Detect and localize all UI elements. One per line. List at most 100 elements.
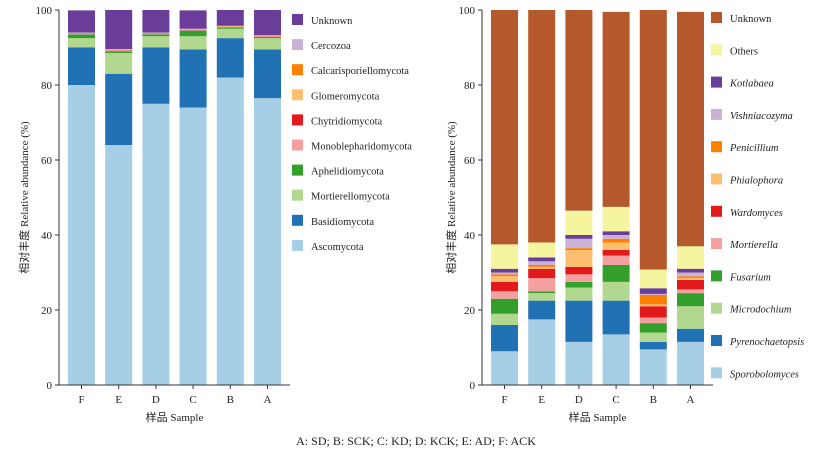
bar-segment-E-mortierella	[528, 278, 556, 292]
bar-segment-F-fusarium	[491, 298, 518, 314]
bar-segment-E-monoblepharidomycota	[105, 50, 133, 52]
bar-segment-A-mortierella	[677, 289, 704, 294]
bar-segment-A-unknown	[254, 10, 281, 36]
legend-swatch	[711, 367, 722, 379]
bar-segment-A-ascomycota	[254, 98, 281, 385]
legend-label: Ascomycota	[311, 242, 364, 253]
bar-segment-B-mortierella	[639, 317, 667, 324]
chart-genus: F E D C B A 0 20 40 60 80 100 样品 Sample 相对丰度 Relative…	[444, 5, 804, 424]
bar-segment-D-wardomyces	[565, 266, 593, 275]
bar-segment-F-sporobolomyces	[491, 351, 518, 385]
legend-label: Others	[730, 46, 758, 57]
bar-segment-C-basidiomycota	[179, 49, 207, 108]
bar-segment-C-unknown	[602, 11, 630, 207]
y-tick-label: 0	[470, 380, 476, 392]
bar-segment-F-unknown	[491, 10, 518, 245]
y-tick-label: 60	[464, 155, 476, 167]
legend-swatch	[711, 335, 722, 346]
legend-label: Pyrenochaetopsis	[729, 337, 804, 348]
bar-segment-E-basidiomycota	[105, 73, 133, 145]
bar-segment-D-others	[565, 210, 593, 235]
legend-label: Unknown	[730, 14, 772, 25]
legend-label: Basidiomycota	[311, 217, 374, 228]
bar-segment-E-penicillium	[528, 265, 556, 267]
legend-swatch	[292, 114, 303, 126]
bar-segment-D-penicillium	[565, 248, 593, 250]
y-tick-label: 80	[464, 80, 476, 92]
bar-segment-E-kotlabaea	[528, 257, 556, 262]
bar-segment-D-ascomycota	[142, 103, 170, 385]
bar-segment-E-mortierellomycota	[105, 53, 133, 74]
bar-segment-C-mortierella	[602, 255, 630, 265]
bar-segment-B-microdochium	[639, 332, 667, 342]
bar-segment-F-microdochium	[491, 313, 518, 325]
bar-segment-C-unknown	[179, 10, 207, 29]
bar-segment-F-vishniacozyma	[491, 272, 518, 275]
legend-swatch	[292, 214, 303, 226]
legend-label: Chytridiomycota	[311, 116, 382, 127]
legend-swatch	[711, 270, 722, 282]
bar-segment-F-penicillium	[491, 274, 518, 277]
bar-segment-F-kotlabaea	[491, 268, 518, 273]
bar-segment-B-phialophora	[639, 304, 667, 307]
bar-segment-F-aphelidiomycota	[68, 34, 95, 39]
bar-segment-D-aphelidiomycota	[142, 34, 170, 37]
legend-label: Penicillium	[729, 143, 779, 154]
x-tick-label: C	[612, 394, 619, 406]
bar-segment-A-wardomyces	[677, 280, 704, 290]
bar-segment-E-unknown	[105, 10, 133, 49]
legend-swatch	[292, 189, 303, 201]
x-tick-label: B	[227, 394, 234, 406]
bar-segment-E-phialophora	[528, 266, 556, 269]
y-tick-label: 80	[41, 80, 53, 92]
bar-segment-B-sporobolomyces	[639, 349, 667, 385]
bar-segment-A-penicillium	[677, 276, 704, 279]
bar-segment-F-ascomycota	[68, 85, 95, 385]
bar-segment-E-sporobolomyces	[528, 319, 556, 385]
bar-segment-C-phialophora	[602, 242, 630, 250]
x-tick-label: C	[189, 394, 196, 406]
bar-segment-B-pyrenochaetopsis	[639, 341, 667, 350]
legend-label: Unknown	[311, 16, 353, 27]
bar-segment-D-mortierellomycota	[142, 36, 170, 48]
legend-label: Aphelidiomycota	[311, 167, 384, 178]
bar-segment-E-unknown	[528, 10, 556, 243]
y-axis-title: 相对丰度 Relative abundance (%)	[444, 121, 458, 274]
bar-segment-E-pyrenochaetopsis	[528, 300, 556, 320]
bar-segment-D-unknown	[565, 10, 593, 211]
y-tick-label: 100	[36, 5, 53, 17]
legend-swatch	[292, 139, 303, 151]
bar-segment-A-fusarium	[677, 293, 704, 307]
bar-segment-F-others	[491, 244, 518, 269]
bar-segment-E-aphelidiomycota	[105, 51, 133, 54]
legend-swatch	[292, 39, 303, 51]
legend-label: Calcarisporiellomycota	[311, 66, 409, 77]
bar-segment-B-others	[639, 269, 667, 289]
legend-label: Phialophora	[729, 176, 783, 187]
legend-label: Vishniacozyma	[730, 111, 793, 122]
x-tick-label: D	[575, 394, 583, 406]
x-tick-label: A	[264, 394, 272, 406]
bar-segment-C-penicillium	[602, 238, 630, 243]
legend-swatch	[711, 238, 722, 250]
legend-swatch	[292, 239, 303, 251]
bar-segment-D-mortierella	[565, 274, 593, 282]
legend-swatch	[711, 12, 722, 23]
y-tick-label: 100	[459, 5, 476, 17]
legend-label: Glomeromycota	[311, 91, 380, 102]
legend-label: Sporobolomyces	[730, 369, 799, 380]
bar-segment-C-fusarium	[602, 265, 630, 282]
bar-segment-F-pyrenochaetopsis	[491, 325, 518, 352]
bar-segment-B-aphelidiomycota	[216, 27, 244, 29]
bar-segment-E-others	[528, 242, 556, 258]
bar-segment-A-others	[677, 246, 704, 269]
bar-segment-E-wardomyces	[528, 268, 556, 279]
bar-segment-D-pyrenochaetopsis	[565, 300, 593, 342]
legend-swatch	[292, 64, 303, 76]
bar-segment-A-phialophora	[677, 278, 704, 280]
y-tick-label: 60	[41, 155, 53, 167]
bar-segment-B-fusarium	[639, 323, 667, 333]
bar-segment-F-wardomyces	[491, 281, 518, 292]
x-tick-label: D	[152, 394, 160, 406]
bar-segment-B-vishniacozyma	[639, 293, 667, 295]
